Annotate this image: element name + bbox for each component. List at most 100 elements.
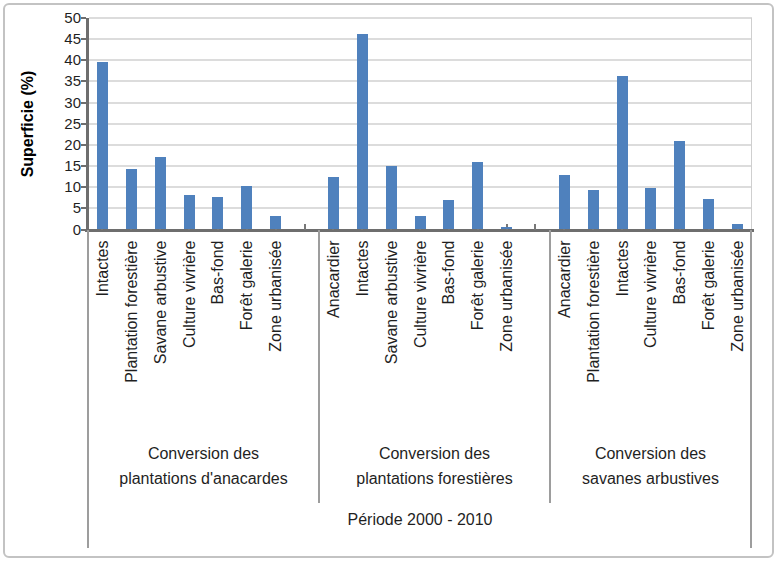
gridline <box>89 38 752 40</box>
y-tick-label: 10 <box>31 178 81 196</box>
category-label-text: Intactes <box>613 235 630 297</box>
bar <box>212 197 223 229</box>
category-label-text: Zone urbanisée <box>267 235 284 352</box>
y-axis-tick <box>81 80 86 82</box>
category-label-text: Culture vivrière <box>180 235 197 349</box>
category-label: Zone urbanisée <box>728 235 748 430</box>
bar <box>703 199 714 229</box>
group-label-line: plantations d'anacardes <box>88 466 319 491</box>
category-label: Forêt galerie <box>237 235 257 430</box>
category-label-text: Savane arbustive <box>382 235 399 365</box>
bar <box>472 162 483 229</box>
y-axis-tick <box>81 59 86 61</box>
gridline <box>89 80 752 82</box>
y-tick-label: 50 <box>31 9 81 27</box>
axis-separator-right <box>750 230 752 548</box>
category-label-text: Bas-fond <box>209 235 226 305</box>
y-axis-tick <box>81 186 86 188</box>
group-label-line: plantations forestières <box>319 466 550 491</box>
category-label: Culture vivrière <box>410 235 430 430</box>
y-tick-label: 40 <box>31 51 81 69</box>
category-label: Savane arbustive <box>381 235 401 430</box>
category-label-text: Forêt galerie <box>238 235 255 331</box>
y-axis-tick <box>81 38 86 40</box>
category-label-text: Bas-fond <box>671 235 688 305</box>
y-axis-tick <box>81 207 86 209</box>
y-tick-label: 25 <box>31 115 81 133</box>
category-label-text: Anacardier <box>555 235 572 318</box>
bar <box>415 216 426 230</box>
y-axis-line <box>86 18 89 232</box>
y-tick-label: 20 <box>31 136 81 154</box>
gridline <box>89 123 752 125</box>
category-label: Anacardier <box>323 235 343 430</box>
category-label-text: Bas-fond <box>440 235 457 305</box>
y-axis-tick <box>81 144 86 146</box>
category-label: Bas-fond <box>439 235 459 430</box>
y-tick-label: 35 <box>31 72 81 90</box>
gridline <box>89 144 752 146</box>
bar <box>617 76 628 229</box>
gridline <box>89 165 752 167</box>
bar <box>126 169 137 229</box>
category-tick <box>534 224 536 230</box>
gridline <box>89 102 752 104</box>
y-axis-tick <box>81 17 86 19</box>
category-label-text: Savane arbustive <box>151 235 168 365</box>
group-label-anacardes: Conversion des plantations d'anacardes <box>88 441 319 491</box>
y-tick-label: 15 <box>31 157 81 175</box>
category-label: Plantation forestière <box>121 235 141 430</box>
group-label-line: Conversion des <box>88 441 319 466</box>
y-tick-label: 0 <box>31 221 81 239</box>
x-axis-title: Période 2000 - 2010 <box>88 511 752 529</box>
gridline <box>89 17 752 19</box>
category-label: Zone urbanisée <box>266 235 286 430</box>
bar <box>501 227 512 230</box>
group-label-forestieres: Conversion des plantations forestières <box>319 441 550 491</box>
bar <box>386 166 397 230</box>
bar <box>241 186 252 229</box>
category-label: Zone urbanisée <box>497 235 517 430</box>
category-label-text: Culture vivrière <box>411 235 428 349</box>
y-tick-label: 30 <box>31 94 81 112</box>
category-label: Intactes <box>612 235 632 430</box>
bar <box>97 62 108 230</box>
category-label-text: Culture vivrière <box>642 235 659 349</box>
category-label-text: Plantation forestière <box>122 235 139 383</box>
category-label-text: Forêt galerie <box>469 235 486 331</box>
category-label: Culture vivrière <box>179 235 199 430</box>
bar <box>559 175 570 229</box>
group-label-line: savanes arbustives <box>550 466 751 491</box>
gridline <box>89 59 752 61</box>
category-label: Bas-fond <box>670 235 690 430</box>
bar <box>645 188 656 229</box>
category-label-text: Intactes <box>93 235 110 297</box>
y-axis-tick <box>81 123 86 125</box>
bar <box>443 200 454 229</box>
y-tick-label: 5 <box>31 199 81 217</box>
y-axis-tick <box>81 102 86 104</box>
bar <box>674 141 685 229</box>
category-label: Anacardier <box>554 235 574 430</box>
bar <box>588 190 599 229</box>
category-label: Intactes <box>92 235 112 430</box>
bar <box>155 157 166 230</box>
group-label-savanes: Conversion des savanes arbustives <box>550 441 751 491</box>
category-label: Intactes <box>352 235 372 430</box>
category-label-text: Plantation forestière <box>584 235 601 383</box>
category-label: Bas-fond <box>208 235 228 430</box>
axis-separator-left <box>87 230 89 548</box>
plot-right-border <box>751 18 752 230</box>
category-label-text: Zone urbanisée <box>729 235 746 352</box>
category-label: Forêt galerie <box>699 235 719 430</box>
bar <box>357 34 368 230</box>
category-label: Savane arbustive <box>150 235 170 430</box>
group-label-line: Conversion des <box>550 441 751 466</box>
bar <box>328 177 339 229</box>
y-tick-label: 45 <box>31 30 81 48</box>
bar <box>270 216 281 229</box>
category-label: Plantation forestière <box>583 235 603 430</box>
y-axis-tick <box>81 229 86 231</box>
category-label-text: Intactes <box>353 235 370 297</box>
category-label: Culture vivrière <box>641 235 661 430</box>
